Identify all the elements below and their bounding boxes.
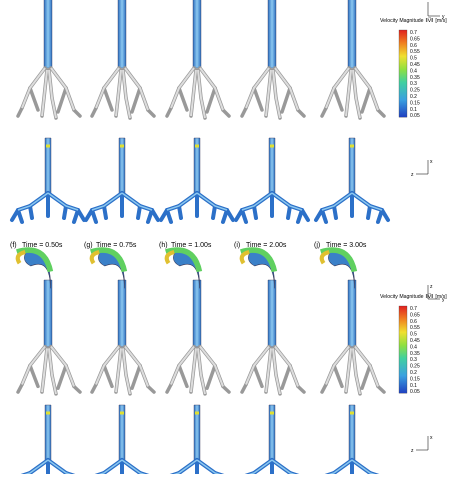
panel-time: Time = 3.00s — [326, 242, 367, 249]
airway-side — [234, 403, 310, 479]
airway-side — [84, 136, 160, 224]
axis-up-label: z — [430, 284, 433, 290]
colorbar-tick-label: 0.35 — [410, 351, 420, 357]
panel-label: (j) — [314, 242, 320, 249]
panel-label: (h) — [159, 242, 168, 249]
airway-front — [165, 0, 231, 120]
colorbar-tick-label: 0.45 — [410, 62, 420, 68]
legend-title: Velocity Magnitude ‖V⃗‖ [m/s] — [380, 17, 447, 24]
colorbar-tick-label: 0.55 — [410, 49, 420, 55]
panel-label: (g) — [84, 242, 93, 249]
legend-title: Velocity Magnitude ‖V⃗‖ [m/s] — [380, 293, 447, 300]
panel-time: Time = 0.50s — [22, 242, 63, 249]
axis-side-label: y — [442, 297, 445, 303]
axis-side-label: z — [411, 448, 414, 454]
colorbar-tick-label: 0.25 — [410, 88, 420, 94]
colorbar-tick-label: 0.4 — [410, 68, 417, 74]
colorbar-tick-label: 0.45 — [410, 338, 420, 344]
airway-side — [314, 136, 390, 224]
colorbar-tick-label: 0.55 — [410, 325, 420, 331]
colorbar-tick-label: 0.5 — [410, 56, 417, 62]
colorbar-tick-label: 0.3 — [410, 81, 417, 87]
panel-time: Time = 1.00s — [171, 242, 212, 249]
airway-side — [234, 136, 310, 224]
airway-front — [16, 278, 82, 396]
legend-title-text: Velocity Magnitude — [380, 18, 424, 24]
airway-side — [10, 136, 86, 224]
colorbar-tick-label: 0.1 — [410, 107, 417, 113]
colorbar-tick-label: 0.05 — [410, 389, 420, 395]
airway-front — [320, 278, 386, 396]
colorbar-tick-label: 0.1 — [410, 383, 417, 389]
colorbar-tick-label: 0.4 — [410, 344, 417, 350]
airway-side — [314, 403, 390, 479]
colorbar-tick-label: 0.6 — [410, 43, 417, 49]
colorbar-tick-label: 0.6 — [410, 319, 417, 325]
axis-side-label: z — [411, 172, 414, 178]
colorbar-tick-label: 0.5 — [410, 332, 417, 338]
legend-symbol: ‖V⃗‖ — [426, 17, 434, 24]
colorbar — [398, 29, 408, 118]
legend-unit: [m/s] — [435, 18, 447, 24]
airway-side — [84, 403, 160, 479]
panel-label: (f) — [10, 242, 17, 249]
airway-front — [240, 0, 306, 120]
airway-side — [159, 136, 235, 224]
airway-side — [10, 403, 86, 479]
colorbar-tick-label: 0.3 — [410, 357, 417, 363]
colorbar-tick-label: 0.05 — [410, 113, 420, 119]
colorbar-tick-label: 0.2 — [410, 94, 417, 100]
airway-side — [159, 403, 235, 479]
panel-time: Time = 0.75s — [96, 242, 137, 249]
colorbar-tick-label: 0.2 — [410, 370, 417, 376]
legend-title-text: Velocity Magnitude — [380, 294, 424, 300]
legend-unit: [m/s] — [435, 294, 447, 300]
panel-label: (i) — [234, 242, 240, 249]
colorbar-tick-label: 0.15 — [410, 376, 420, 382]
airway-front — [90, 0, 156, 120]
colorbar-tick-label: 0.7 — [410, 306, 417, 312]
airway-front — [16, 0, 82, 120]
colorbar — [398, 305, 408, 394]
colorbar-tick-label: 0.7 — [410, 30, 417, 36]
axis-side-label: y — [442, 14, 445, 20]
legend-symbol: ‖V⃗‖ — [426, 293, 434, 300]
panel-time: Time = 2.00s — [246, 242, 287, 249]
colorbar-tick-label: 0.65 — [410, 312, 420, 318]
colorbar-tick-label: 0.65 — [410, 36, 420, 42]
colorbar-tick-label: 0.15 — [410, 100, 420, 106]
colorbar-tick-label: 0.35 — [410, 75, 420, 81]
axis-up-label: x — [430, 435, 433, 441]
axis-up-label: x — [430, 159, 433, 165]
airway-front — [165, 278, 231, 396]
airway-front — [240, 278, 306, 396]
airway-front — [90, 278, 156, 396]
airway-front — [320, 0, 386, 120]
colorbar-tick-label: 0.25 — [410, 364, 420, 370]
